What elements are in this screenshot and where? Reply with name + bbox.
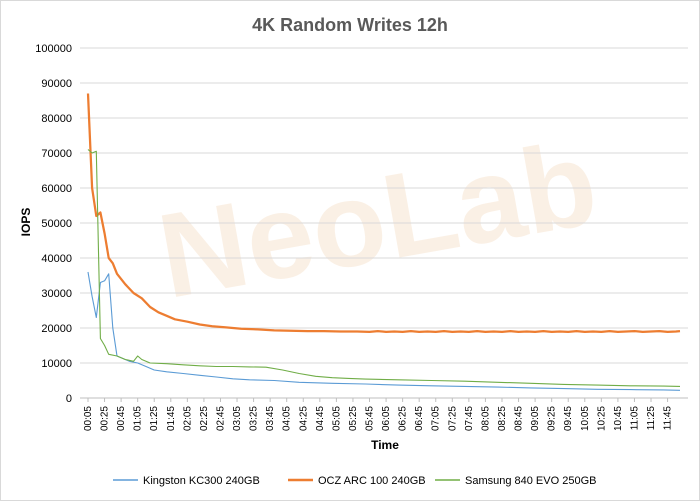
x-tick-9: 03:05 [232,406,243,431]
x-tick-1: 00:25 [100,406,111,431]
x-tick-21: 07:05 [431,406,442,431]
chart-title: 4K Random Writes 12h [252,15,448,35]
x-tick-24: 08:05 [480,406,491,431]
x-tick-0: 00:05 [83,406,94,431]
y-tick-40000: 40000 [41,253,72,265]
x-tick-6: 02:05 [182,406,193,431]
x-tick-29: 09:45 [563,406,574,431]
x-tick-19: 06:25 [398,406,409,431]
x-tick-11: 03:45 [265,406,276,431]
y-tick-10000: 10000 [41,358,72,370]
series-lines [86,93,681,391]
legend-label-1: OCZ ARC 100 240GB [318,475,426,487]
x-tick-17: 05:45 [365,406,376,431]
gridlines [80,47,688,399]
x-tick-25: 08:25 [497,406,508,431]
y-tick-labels: 0 10000 20000 30000 40000 50000 60000 70000 8000… [35,43,72,405]
x-tick-18: 06:05 [381,406,392,431]
x-tick-28: 09:25 [547,406,558,431]
x-tick-5: 01:45 [166,406,177,431]
legend-label-2: Samsung 840 EVO 250GB [465,475,596,487]
y-tick-60000: 60000 [41,183,72,195]
x-tick-30: 10:05 [580,406,591,431]
y-tick-70000: 70000 [41,148,72,160]
x-tick-16: 05:25 [348,406,359,431]
x-tick-31: 10:25 [596,406,607,431]
y-tick-100000: 100000 [35,43,72,55]
y-axis-label: IOPS [19,208,33,237]
x-tick-27: 09:05 [530,406,541,431]
y-tick-90000: 90000 [41,78,72,90]
legend-label-0: Kingston KC300 240GB [143,475,260,487]
x-tick-2: 00:45 [116,406,127,431]
x-axis-label: Time [371,438,399,452]
x-tick-12: 04:05 [282,406,293,431]
x-tick-20: 06:45 [414,406,425,431]
y-tick-50000: 50000 [41,218,72,230]
x-tick-13: 04:25 [298,406,309,431]
x-tick-15: 05:05 [331,406,342,431]
y-tick-0: 0 [66,393,72,405]
x-tick-14: 04:45 [315,406,326,431]
x-tick-4: 01:25 [149,406,160,431]
x-tick-35: 11:45 [663,406,674,431]
series-line-0 [87,271,681,391]
y-tick-30000: 30000 [41,288,72,300]
x-tick-34: 11:25 [646,406,657,431]
x-tick-7: 02:25 [199,406,210,431]
x-tick-10: 03:25 [249,406,260,431]
x-tick-26: 08:45 [514,406,525,431]
y-tick-80000: 80000 [41,113,72,125]
y-tick-20000: 20000 [41,323,72,335]
x-tick-32: 10:45 [613,406,624,431]
x-tick-labels: 00:05 00:25 00:45 01:05 01:25 01:45 02:05 02:25… [83,398,674,431]
series-line-1 [86,93,681,334]
x-tick-22: 07:25 [447,406,458,431]
x-tick-8: 02:45 [215,406,226,431]
legend: Kingston KC300 240GB OCZ ARC 100 240GB Sam… [113,475,596,487]
x-tick-33: 11:05 [629,406,640,431]
series-line-2 [87,149,681,387]
x-tick-3: 01:05 [133,406,144,431]
x-tick-23: 07:45 [464,406,475,431]
